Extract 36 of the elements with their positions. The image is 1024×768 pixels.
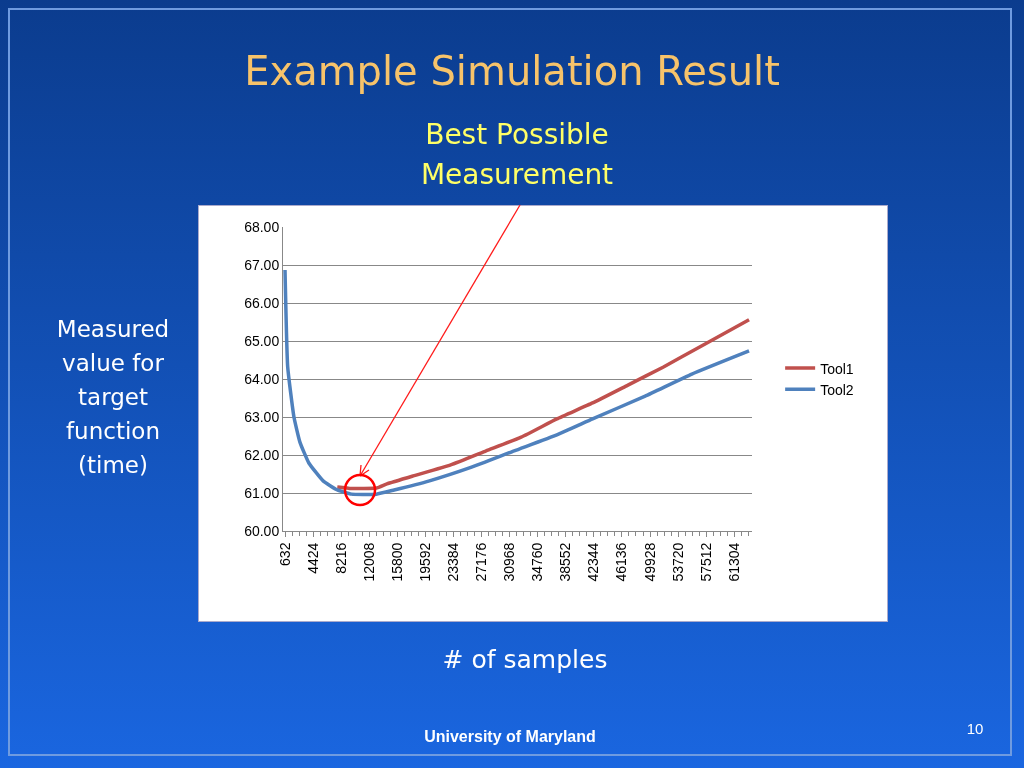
x-tick-label: 61304 [725,542,742,582]
line-series [283,268,751,497]
y-tick-label: 67.00 [244,256,280,273]
x-tick-label: 38552 [557,542,574,582]
x-tick-label: 34760 [529,542,546,582]
line-series [335,317,751,491]
x-tick-label: 4424 [304,542,321,574]
y-tick-label: 62.00 [244,446,280,463]
x-tick-label: 15800 [388,542,405,582]
y-tick-label: 68.00 [244,218,280,235]
x-tick-label: 57512 [697,542,714,582]
text: 10 [965,720,985,737]
y-tick-label: 66.00 [244,294,280,311]
chart-title: Example Simulation Result [243,48,781,94]
y-tick-label: 63.00 [244,408,280,425]
y-tick-label: 64.00 [244,370,280,387]
legend-label: Tool1 [820,360,854,377]
y-tick-label: 61.00 [244,484,280,501]
y-tick-label: 65.00 [244,332,280,349]
x-tick-label: 12008 [360,542,377,582]
x-tick-label: 42344 [585,542,602,582]
x-tick-label: 19592 [416,542,433,582]
x-tick-label: 632 [276,542,293,566]
x-tick-label: 23384 [445,542,462,582]
text: Best Possible Measurement [419,117,615,193]
x-tick-label: 27176 [473,542,490,582]
y-axis-title: Measured value for target function (time) [55,315,171,480]
x-tick-label: 53720 [669,542,686,582]
text: University of Maryland [423,728,597,746]
x-axis-title: # of samples [441,645,609,674]
x-tick-label: 30968 [501,542,518,582]
x-tick-label: 46136 [613,542,630,582]
y-tick-label: 60.00 [244,522,280,539]
legend-label: Tool2 [820,381,854,398]
x-tick-label: 49928 [641,542,658,582]
x-tick-label: 8216 [332,542,349,574]
